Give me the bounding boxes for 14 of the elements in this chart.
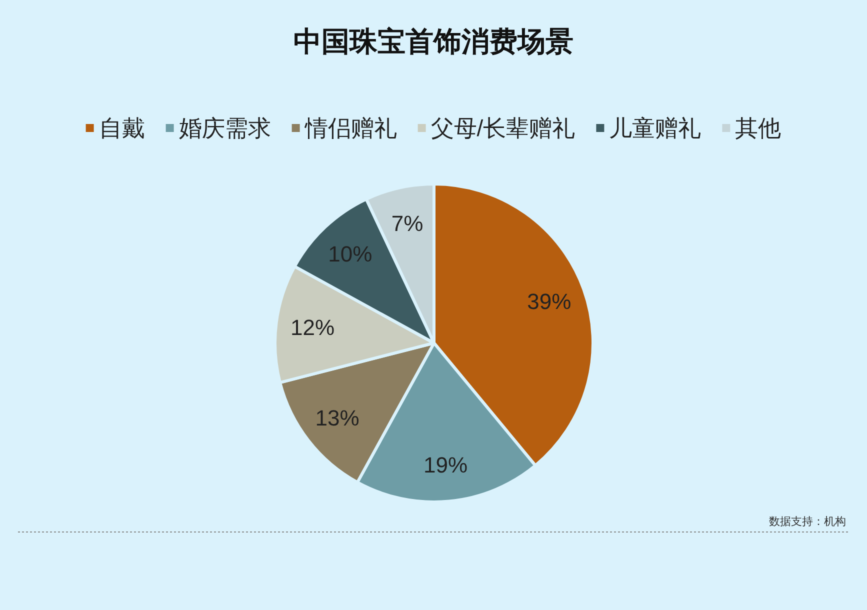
data-label: 7% bbox=[391, 211, 424, 236]
legend-label: 自戴 bbox=[98, 115, 145, 141]
legend-label: 婚庆需求 bbox=[178, 115, 271, 141]
data-label: 19% bbox=[424, 452, 468, 478]
legend-label: 父母/长辈赠礼 bbox=[430, 115, 576, 141]
legend-label: 情侣赠礼 bbox=[304, 115, 397, 141]
data-label: 39% bbox=[527, 289, 572, 314]
legend-label: 儿童赠礼 bbox=[609, 115, 702, 141]
data-label: 12% bbox=[290, 315, 335, 340]
chart-title: 中国珠宝首饰消费场景 bbox=[294, 26, 574, 57]
legend-label: 其他 bbox=[735, 115, 782, 141]
data-label: 13% bbox=[315, 406, 360, 431]
text: 数据支持：机构 bbox=[769, 515, 846, 528]
data-label: 10% bbox=[328, 241, 372, 266]
